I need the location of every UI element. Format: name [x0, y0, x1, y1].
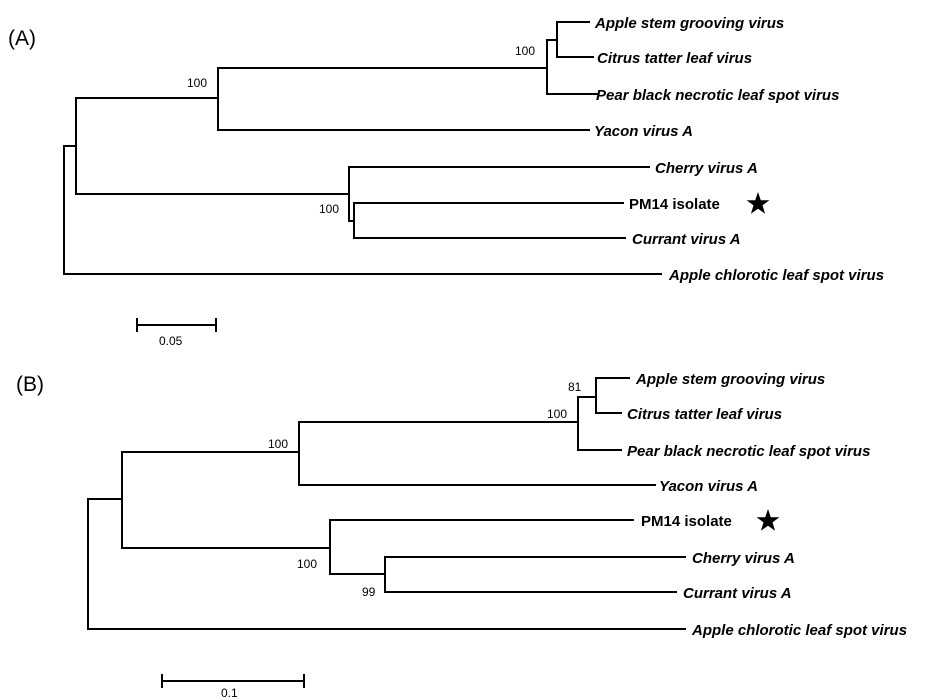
panel-b: (B) Apple stem grooving virus Citrus tat… [16, 371, 907, 700]
taxon-citrus-tatter-leaf-virus: Citrus tatter leaf virus [627, 406, 782, 423]
taxon-cherry-virus-a: Cherry virus A [655, 160, 758, 177]
bootstrap-value: 100 [297, 557, 317, 571]
taxon-pm14-isolate: PM14 isolate [629, 196, 720, 213]
star-icon [746, 192, 770, 214]
tree-b-branches [87, 377, 686, 630]
bootstrap-value: 100 [515, 44, 535, 58]
scale-bar-b [161, 674, 305, 688]
taxon-apple-chlorotic-leaf-spot-virus: Apple chlorotic leaf spot virus [668, 267, 884, 284]
bootstrap-value: 99 [362, 585, 376, 599]
taxon-currant-virus-a: Currant virus A [632, 231, 741, 248]
bootstrap-value: 100 [319, 202, 339, 216]
taxon-yacon-virus-a: Yacon virus A [659, 478, 758, 495]
bootstrap-value: 100 [268, 437, 288, 451]
taxon-citrus-tatter-leaf-virus: Citrus tatter leaf virus [597, 50, 752, 67]
bootstrap-value: 100 [187, 76, 207, 90]
scale-bar-a [136, 318, 217, 332]
taxon-pear-black-necrotic-leaf-spot-virus: Pear black necrotic leaf spot virus [627, 443, 870, 460]
tree-a-branches [63, 21, 662, 275]
star-icon [756, 509, 780, 531]
panel-a-label: (A) [8, 27, 36, 50]
taxon-pm14-isolate: PM14 isolate [641, 513, 732, 530]
taxon-currant-virus-a: Currant virus A [683, 585, 792, 602]
scale-bar-b-label: 0.1 [221, 686, 238, 700]
bootstrap-value: 81 [568, 380, 582, 394]
taxon-yacon-virus-a: Yacon virus A [594, 123, 693, 140]
taxon-apple-stem-grooving-virus: Apple stem grooving virus [635, 371, 825, 388]
scale-bar-a-label: 0.05 [159, 334, 183, 348]
panel-a: (A) Apple stem grooving virus Citrus tat… [8, 15, 884, 348]
bootstrap-value: 100 [547, 407, 567, 421]
taxon-apple-chlorotic-leaf-spot-virus: Apple chlorotic leaf spot virus [691, 622, 907, 639]
taxon-pear-black-necrotic-leaf-spot-virus: Pear black necrotic leaf spot virus [596, 87, 839, 104]
panel-b-label: (B) [16, 373, 44, 396]
taxon-apple-stem-grooving-virus: Apple stem grooving virus [594, 15, 784, 32]
taxon-cherry-virus-a: Cherry virus A [692, 550, 795, 567]
